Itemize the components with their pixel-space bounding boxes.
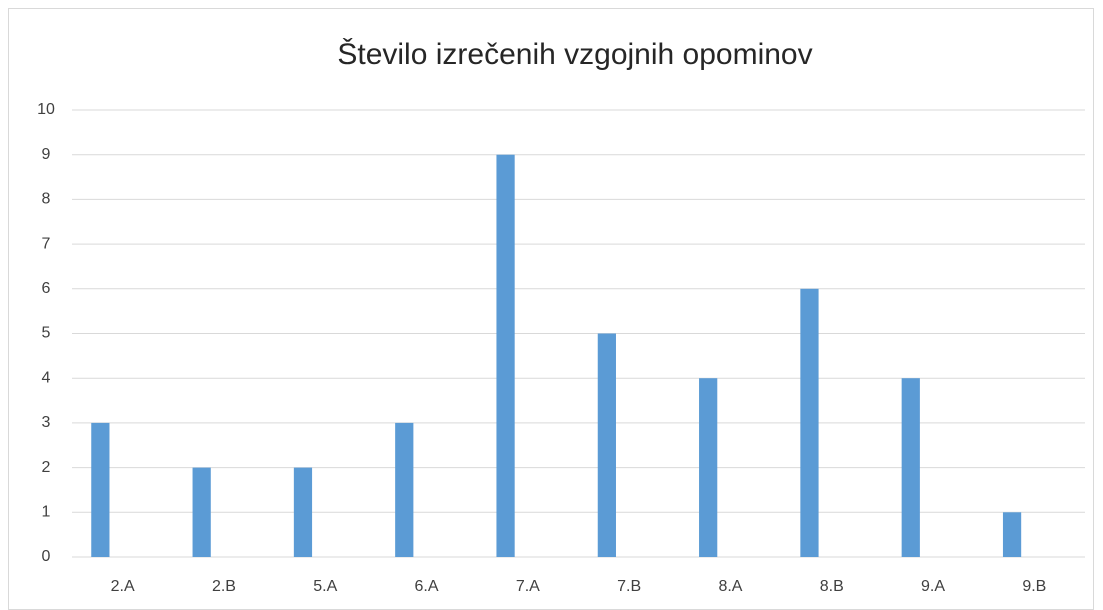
y-tick-label: 10	[37, 101, 55, 118]
x-tick-label: 7.A	[516, 578, 540, 595]
x-tick-label: 7.B	[617, 578, 641, 595]
x-tick-label: 2.A	[111, 578, 135, 595]
y-tick-label: 1	[42, 504, 51, 521]
y-tick-label: 7	[42, 235, 51, 252]
y-tick-label: 4	[42, 369, 51, 386]
y-tick-label: 5	[42, 325, 51, 342]
y-tick-label: 0	[42, 548, 51, 565]
x-tick-label: 9.A	[921, 578, 945, 595]
bar	[496, 154, 515, 557]
y-tick-label: 3	[42, 414, 51, 431]
x-tick-label: 6.A	[415, 578, 439, 595]
y-tick-label: 6	[42, 280, 51, 297]
y-tick-label: 2	[42, 459, 51, 476]
bar	[901, 378, 920, 557]
x-tick-label: 8.A	[718, 578, 742, 595]
x-tick-label: 9.B	[1022, 578, 1046, 595]
bar	[699, 378, 718, 557]
x-tick-label: 2.B	[212, 578, 236, 595]
bar	[800, 288, 819, 557]
bar	[1002, 512, 1022, 557]
y-tick-label: 8	[42, 191, 51, 208]
x-tick-label: 8.B	[820, 578, 844, 595]
bar	[192, 467, 211, 557]
bar	[91, 422, 110, 557]
bar	[597, 333, 616, 557]
chart-frame	[8, 8, 1094, 610]
chart-title: Število izrečenih vzgojnih opominov	[337, 37, 812, 71]
y-tick-label: 9	[42, 146, 51, 163]
bar	[293, 467, 313, 557]
x-tick-label: 5.A	[313, 578, 337, 595]
bar	[395, 422, 414, 557]
